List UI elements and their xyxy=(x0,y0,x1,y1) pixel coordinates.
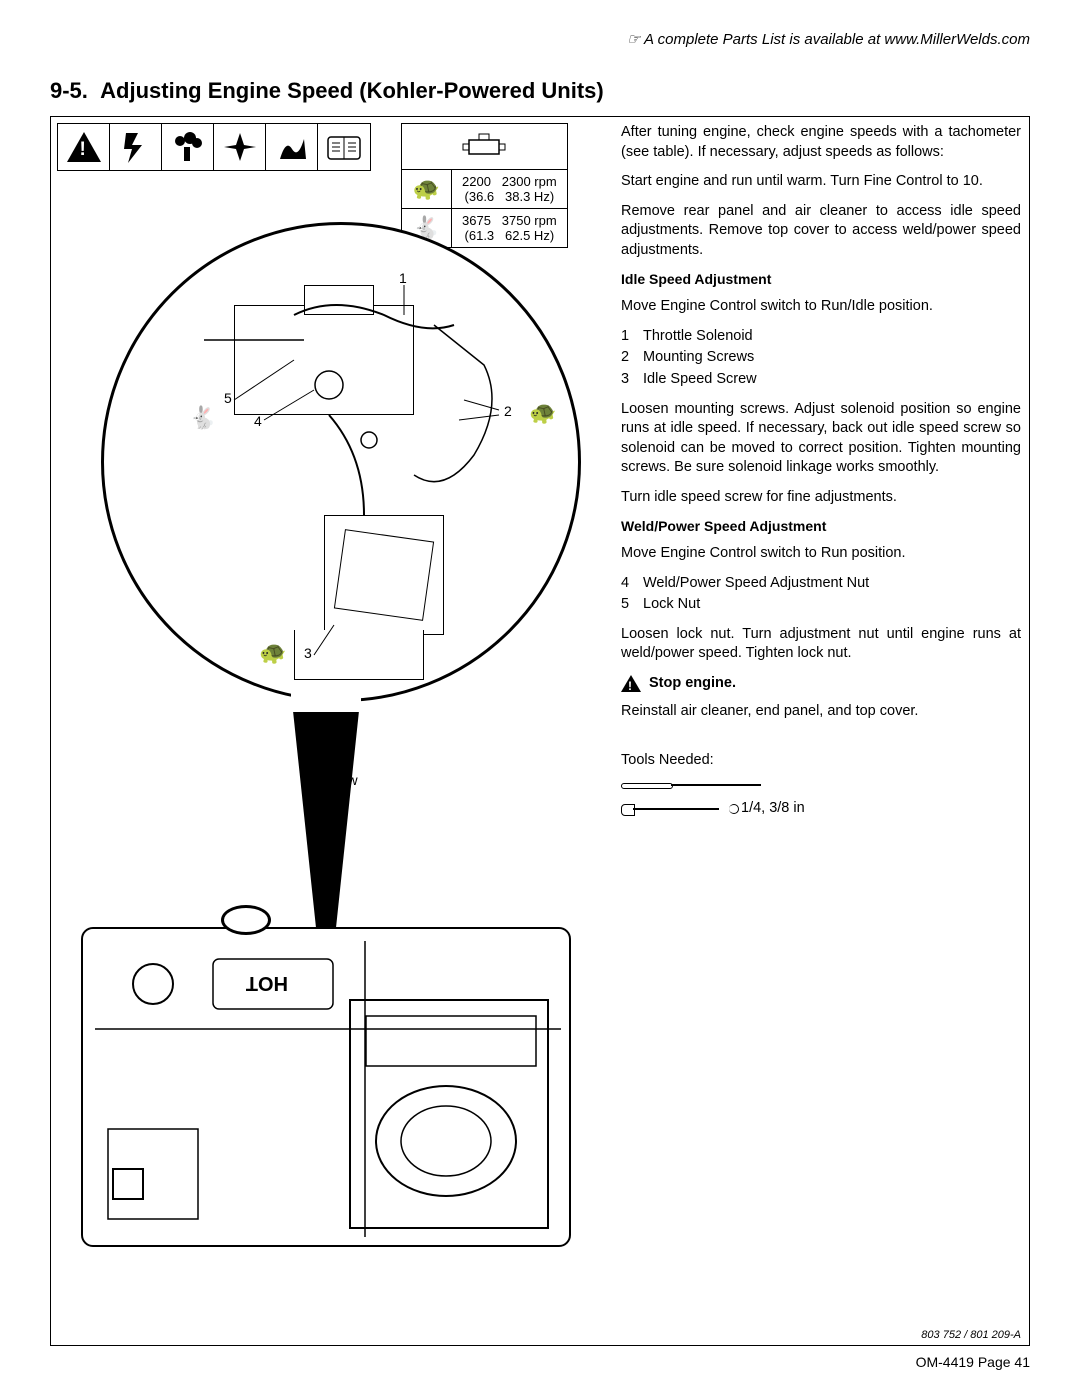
list-item: Idle Speed Screw xyxy=(643,370,757,390)
callout-3: 3 xyxy=(304,645,312,661)
wrench-size-label: 1/4, 3/8 in xyxy=(741,799,805,819)
engine-linkage-lines xyxy=(104,225,584,705)
list-item: Weld/Power Speed Adjustment Nut xyxy=(643,574,869,594)
callout-1: 1 xyxy=(399,270,407,286)
exhaust-fumes-icon xyxy=(162,124,214,170)
electric-shock-icon xyxy=(110,124,162,170)
read-manual-icon xyxy=(318,124,370,170)
instruction-text: Reinstall air cleaner, end panel, and to… xyxy=(621,702,1021,722)
warning-triangle-icon xyxy=(621,675,641,692)
turtle-icon: 🐢 xyxy=(259,640,286,666)
section-number: 9-5. xyxy=(50,78,88,103)
screwdriver-icon xyxy=(621,781,761,789)
engine-icon xyxy=(402,124,568,170)
callout-2: 2 xyxy=(504,403,512,419)
engine-detail-circle: 1 2 🐢 3 🐢 4 5 🐇 xyxy=(101,222,581,702)
instruction-text: Start engine and run until warm. Turn Fi… xyxy=(621,172,1021,192)
stop-engine-warning: Stop engine. xyxy=(621,674,1021,694)
idle-speed-heading: Idle Speed Adjustment xyxy=(621,270,1021,289)
idle-parts-list: 1Throttle Solenoid 2Mounting Screws 3Idl… xyxy=(621,327,1021,390)
turtle-idle-icon: 🐢 xyxy=(402,170,452,209)
callout-4: 4 xyxy=(254,413,262,429)
content-frame: 🐢 2200 2300 rpm (36.6 38.3 Hz) 🐇 3675 37… xyxy=(50,116,1030,1346)
document-reference: 803 752 / 801 209-A xyxy=(921,1329,1021,1341)
parts-list-note: ☞ A complete Parts List is available at … xyxy=(50,30,1030,48)
section-title: 9-5. Adjusting Engine Speed (Kohler-Powe… xyxy=(96,78,1030,104)
wrench-icon xyxy=(621,804,731,814)
weld-speed-heading: Weld/Power Speed Adjustment xyxy=(621,517,1021,536)
callout-5: 5 xyxy=(224,390,232,406)
page-footer: OM-4419 Page 41 xyxy=(50,1354,1030,1370)
hot-surface-icon xyxy=(266,124,318,170)
rabbit-icon: 🐇 xyxy=(189,405,216,431)
lift-handle-icon xyxy=(221,905,271,935)
instruction-text: Move Engine Control switch to Run/Idle p… xyxy=(621,297,1021,317)
list-item: Mounting Screws xyxy=(643,348,754,368)
instruction-text: Loosen lock nut. Turn adjustment nut unt… xyxy=(621,625,1021,664)
instruction-column: After tuning engine, check engine speeds… xyxy=(621,123,1021,818)
hazard-icon-strip xyxy=(57,123,371,171)
svg-text:HOT: HOT xyxy=(246,972,288,994)
tools-needed-box: Tools Needed: 1/4, 3/8 in xyxy=(621,751,1021,818)
idle-speed-cell: 2200 2300 rpm (36.6 38.3 Hz) xyxy=(452,170,568,209)
tools-heading: Tools Needed: xyxy=(621,751,1021,771)
weld-parts-list: 4Weld/Power Speed Adjustment Nut 5Lock N… xyxy=(621,574,1021,615)
machine-illustration: HOT xyxy=(71,887,581,1257)
list-item: Throttle Solenoid xyxy=(643,327,753,347)
instruction-text: After tuning engine, check engine speeds… xyxy=(621,123,1021,162)
list-item: Lock Nut xyxy=(643,595,700,615)
instruction-text: Remove rear panel and air cleaner to acc… xyxy=(621,202,1021,261)
moving-parts-icon xyxy=(214,124,266,170)
turtle-icon: 🐢 xyxy=(529,400,556,426)
warning-triangle-icon xyxy=(58,124,110,170)
instruction-text: Loosen mounting screws. Adjust solenoid … xyxy=(621,400,1021,478)
instruction-text: Move Engine Control switch to Run positi… xyxy=(621,544,1021,564)
section-heading: Adjusting Engine Speed (Kohler-Powered U… xyxy=(100,78,604,103)
instruction-text: Turn idle speed screw for fine adjustmen… xyxy=(621,488,1021,508)
